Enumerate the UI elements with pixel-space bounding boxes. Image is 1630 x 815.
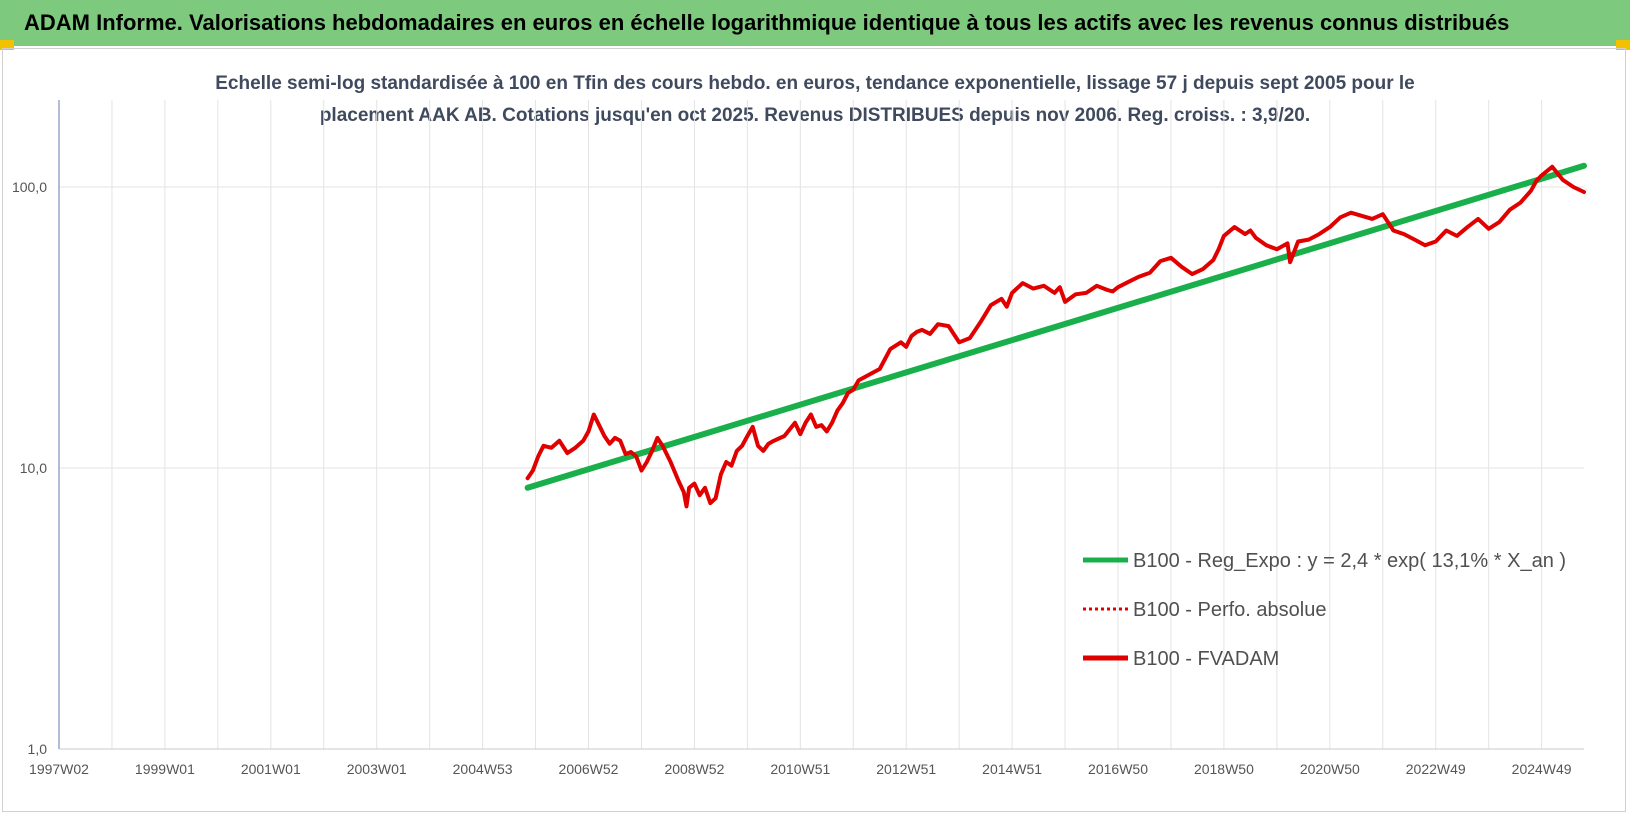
x-tick-label: 2020W50	[1300, 761, 1360, 777]
legend-entry-label: B100 - Reg_Expo : y = 2,4 * exp( 13,1% *…	[1133, 550, 1566, 572]
report-banner-title: ADAM Informe. Valorisations hebdomadaire…	[24, 10, 1510, 35]
x-tick-label: 2001W01	[241, 761, 301, 777]
chart-frame	[2, 48, 1626, 812]
x-tick-label: 2006W52	[559, 761, 619, 777]
y-tick-label: 100,0	[12, 179, 47, 195]
series-line-fvadam	[525, 164, 1586, 509]
tick-labels: 1997W02 1999W01 2001W01 2003W01 2004W53 2006W…	[12, 179, 1572, 777]
x-tick-label: 1999W01	[135, 761, 195, 777]
y-tick-label: 1,0	[28, 741, 48, 757]
chart-title: Echelle semi-log standardisée à 100 en T…	[215, 73, 1415, 126]
x-tick-label: 2012W51	[876, 761, 936, 777]
legend: B100 - Reg_Expo : y = 2,4 * exp( 13,1% *…	[1083, 550, 1566, 670]
legend-entry-label: B100 - Perfo. absolue	[1133, 599, 1326, 621]
x-tick-label: 2018W50	[1194, 761, 1254, 777]
axes	[58, 100, 1584, 750]
corner-marker	[1616, 40, 1630, 50]
corner-marker	[0, 40, 14, 50]
x-tick-label: 2008W52	[664, 761, 724, 777]
x-tick-label: 1997W02	[29, 761, 89, 777]
x-tick-label: 2014W51	[982, 761, 1042, 777]
x-tick-label: 2016W50	[1088, 761, 1148, 777]
series-group	[524, 162, 1587, 509]
y-tick-label: 10,0	[20, 460, 47, 476]
x-tick-label: 2024W49	[1512, 761, 1572, 777]
x-tick-label: 2004W53	[453, 761, 513, 777]
series-line-reg-expo	[524, 162, 1587, 491]
report-banner: ADAM Informe. Valorisations hebdomadaire…	[0, 0, 1630, 46]
legend-entry-label: B100 - FVADAM	[1133, 648, 1279, 670]
x-tick-label: 2003W01	[347, 761, 407, 777]
x-tick-label: 2022W49	[1406, 761, 1466, 777]
x-tick-label: 2010W51	[770, 761, 830, 777]
